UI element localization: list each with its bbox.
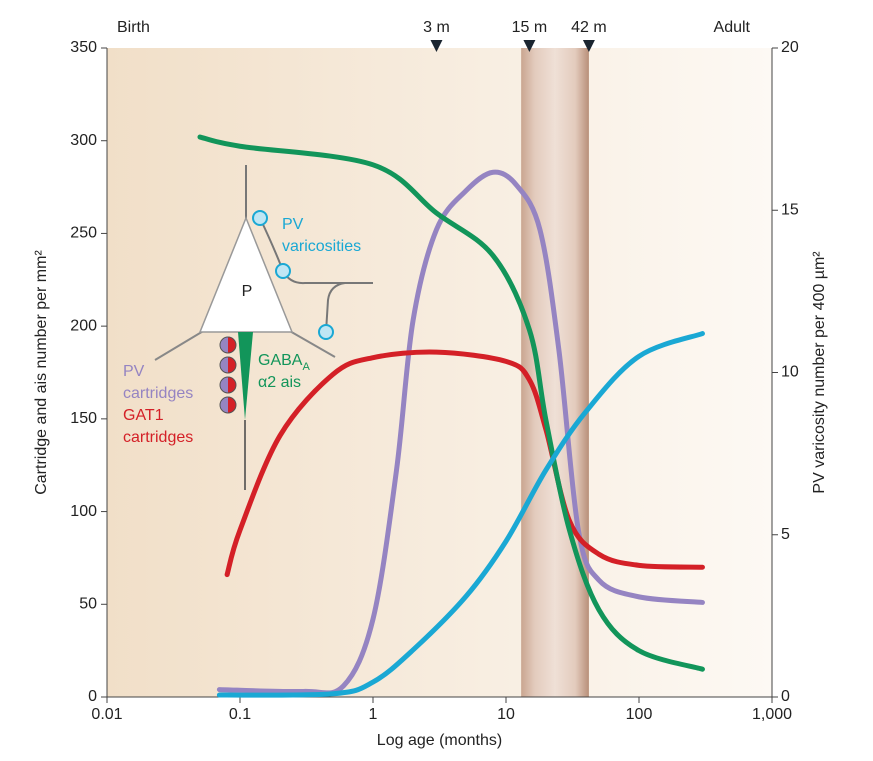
age-marker (523, 40, 536, 52)
x-tick-label: 0.01 (91, 706, 122, 723)
series-label: GAT1 (123, 407, 164, 424)
x-tick-label: 1 (369, 706, 378, 723)
pv-bouton (275, 263, 291, 279)
series-line (216, 169, 705, 696)
y-tick-label: 100 (70, 503, 97, 520)
y2-tick-label: 5 (781, 526, 790, 543)
series-label: α2 ais (258, 374, 301, 391)
series-label: PV (282, 216, 304, 233)
cartridge-outline (219, 376, 237, 394)
plot-background (107, 48, 772, 697)
x-axis-label: Log age (months) (377, 732, 502, 749)
pv-half (220, 337, 228, 353)
series-label: GABAA (258, 352, 310, 373)
y2-tick-label: 15 (781, 201, 799, 218)
age-marker-label: 15 m (512, 19, 548, 36)
series-line (197, 134, 705, 672)
pv-half (220, 357, 228, 373)
series-line (216, 331, 705, 698)
series-label: cartridges (123, 429, 193, 446)
y2-tick-label: 10 (781, 364, 799, 381)
age-marker-label: 3 m (423, 19, 450, 36)
top-label: Birth (117, 19, 150, 36)
x-tick-label: 100 (626, 706, 653, 723)
shaded-period (521, 48, 589, 697)
cartridge-outline (219, 396, 237, 414)
neuron-schematic: P (154, 165, 373, 490)
pv-bouton (318, 324, 334, 340)
y-tick-label: 250 (70, 225, 97, 242)
gat1-half (228, 377, 236, 393)
y2-axis-label: PV varicosity number per 400 µm² (811, 251, 828, 494)
series-label: PV (123, 363, 145, 380)
pv-bouton (252, 210, 268, 226)
series-line (224, 349, 705, 578)
age-marker (430, 40, 443, 52)
gat1-half (228, 357, 236, 373)
x-tick-label: 0.1 (229, 706, 251, 723)
age-marker (582, 40, 595, 52)
y-tick-label: 350 (70, 39, 97, 56)
label-subscript: A (302, 361, 310, 373)
y-tick-label: 150 (70, 410, 97, 427)
y-axis-label: Cartridge and ais number per mm² (33, 250, 50, 495)
y2-tick-label: 20 (781, 39, 799, 56)
x-tick-label: 1,000 (752, 706, 792, 723)
series-label: cartridges (123, 385, 193, 402)
y-tick-label: 50 (79, 596, 97, 613)
series-label: varicosities (282, 238, 361, 255)
y2-tick-label: 0 (781, 688, 790, 705)
top-label: Adult (714, 19, 751, 36)
cell-label: P (242, 283, 253, 300)
cartridge-outline (219, 336, 237, 354)
y-tick-label: 300 (70, 132, 97, 149)
y-tick-label: 200 (70, 317, 97, 334)
y-tick-label: 0 (88, 688, 97, 705)
cartridge-outline (219, 356, 237, 374)
gat1-half (228, 397, 236, 413)
age-marker-label: 42 m (571, 19, 607, 36)
pv-half (220, 397, 228, 413)
x-tick-label: 10 (497, 706, 515, 723)
pv-half (220, 377, 228, 393)
gat1-half (228, 337, 236, 353)
